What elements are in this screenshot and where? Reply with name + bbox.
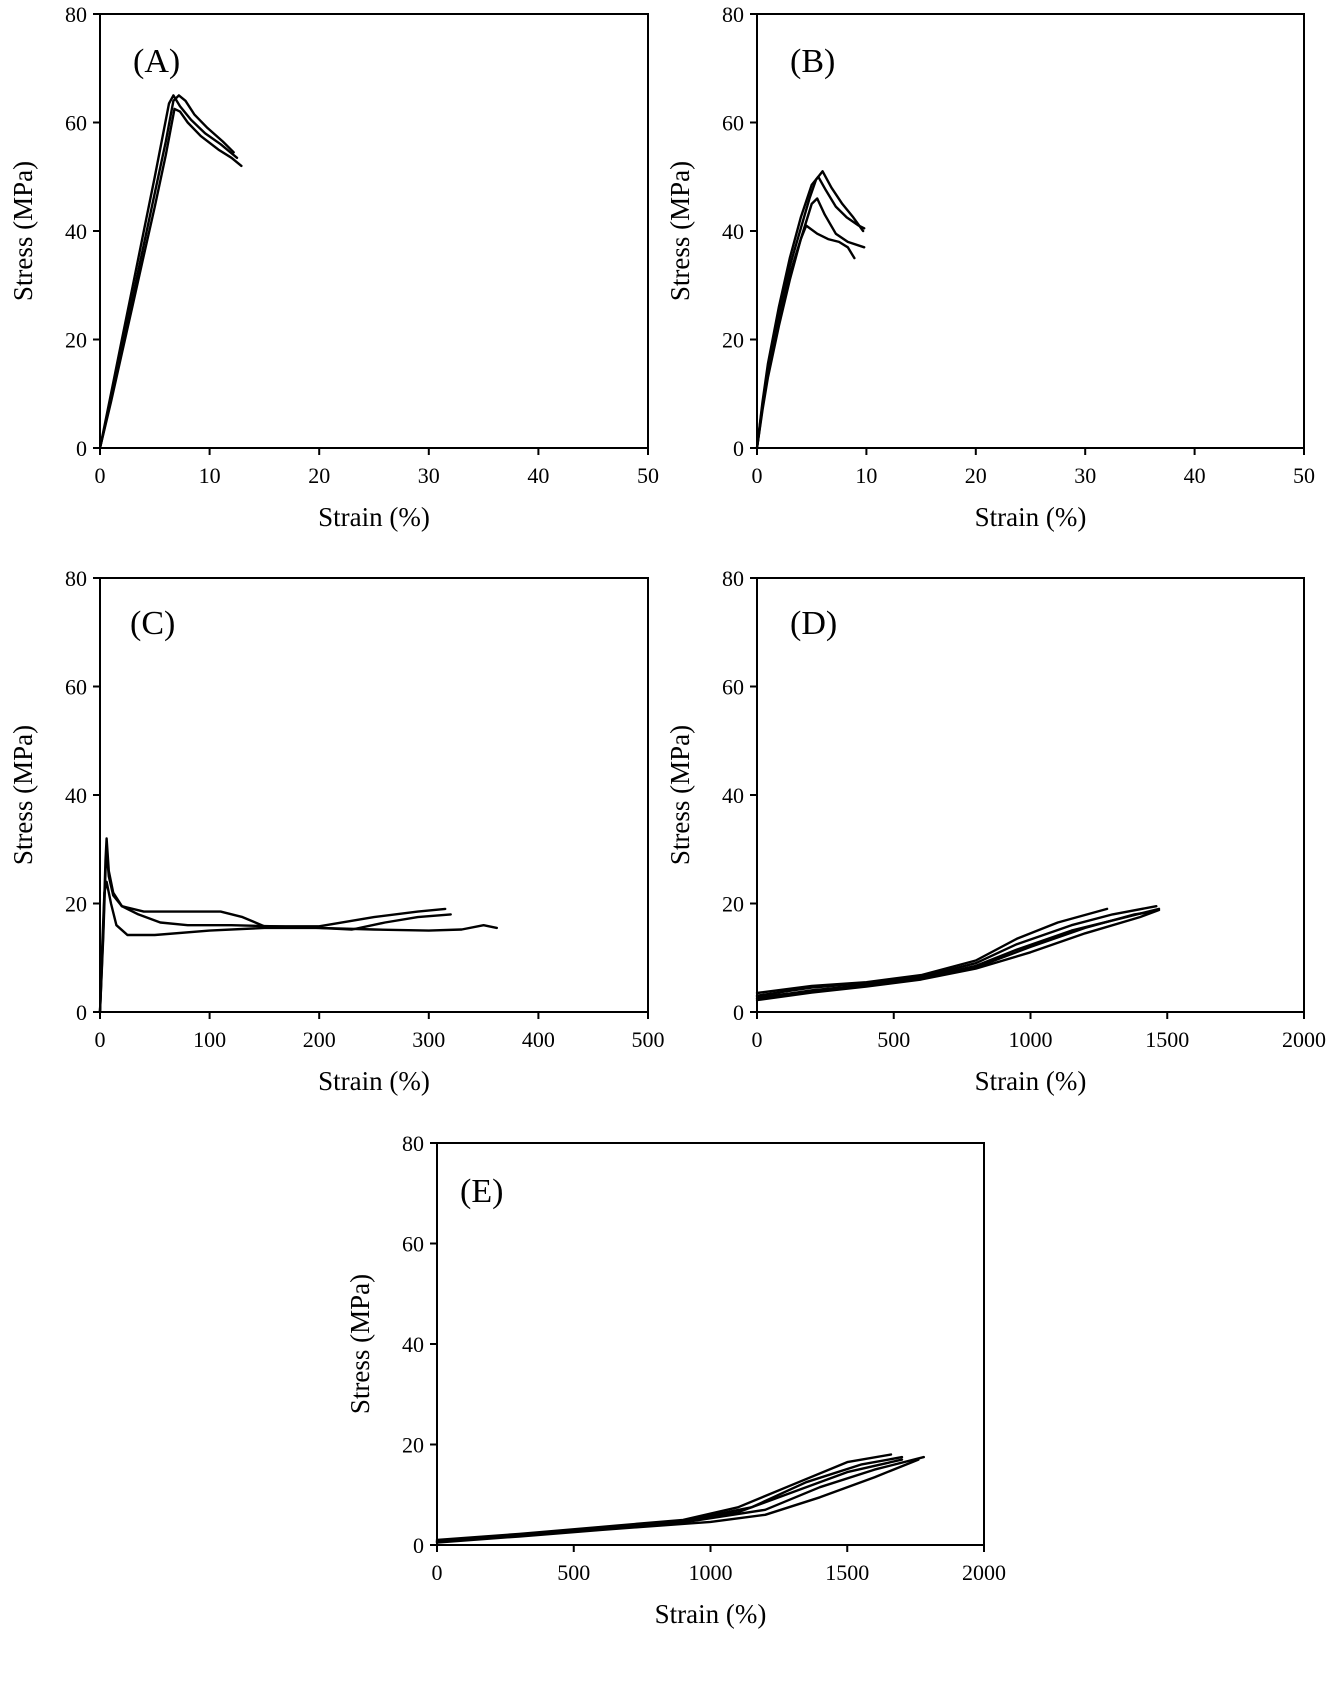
y-tick-label: 40 (65, 219, 87, 244)
series-1-line (755, 907, 1109, 995)
x-tick-label: 0 (95, 1027, 106, 1052)
x-tick-label: 30 (418, 463, 440, 488)
y-tick-label: 20 (722, 892, 744, 917)
series-2-line (98, 94, 239, 450)
series-2-line (755, 905, 1158, 997)
x-axis-title: Strain (%) (975, 1066, 1087, 1096)
series-3-line (98, 107, 243, 450)
x-tick-label: 0 (752, 1027, 763, 1052)
x-tick-label: 0 (752, 463, 763, 488)
x-tick-label: 2000 (962, 1560, 1006, 1585)
x-tick-label: 1000 (1009, 1027, 1053, 1052)
y-tick-label: 40 (402, 1332, 424, 1357)
y-tick-label: 20 (65, 328, 87, 353)
y-tick-label: 80 (722, 2, 744, 27)
y-axis-title: Stress (MPa) (8, 725, 38, 865)
x-tick-label: 400 (522, 1027, 555, 1052)
y-tick-label: 60 (722, 675, 744, 700)
y-tick-label: 0 (733, 436, 744, 461)
x-tick-label: 500 (877, 1027, 910, 1052)
y-tick-label: 40 (722, 783, 744, 808)
y-axis-title: Stress (MPa) (345, 1274, 375, 1414)
y-axis-title: Stress (MPa) (665, 161, 695, 301)
x-axis-title: Strain (%) (318, 502, 430, 532)
y-tick-label: 80 (65, 566, 87, 591)
x-axis-title: Strain (%) (975, 502, 1087, 532)
series-3-line (755, 197, 866, 450)
x-tick-label: 500 (557, 1560, 590, 1585)
panel-label: (E) (460, 1173, 503, 1210)
x-tick-label: 1000 (689, 1560, 733, 1585)
panel-a: 0 10 20 30 40 50 0 20 40 60 80 Strain (%) Stress (MP… (8, 2, 659, 532)
panel-b: 0 10 20 30 40 50 0 20 40 60 80 Strain (%) Stress (MP… (665, 2, 1315, 532)
series-3-line (435, 1458, 904, 1543)
x-tick-label: 1500 (825, 1560, 869, 1585)
y-tick-label: 80 (402, 1131, 424, 1156)
x-tick-label: 2000 (1282, 1027, 1326, 1052)
x-tick-label: 10 (199, 463, 221, 488)
x-tick-label: 50 (637, 463, 659, 488)
panel-label: (A) (133, 43, 180, 80)
x-axis-title: Strain (%) (655, 1599, 767, 1629)
series-1-line (98, 94, 235, 450)
plot-frame (99, 577, 649, 1013)
x-tick-label: 200 (303, 1027, 336, 1052)
series-2-line (755, 175, 866, 450)
series-4-line (755, 224, 856, 450)
series-5-line (755, 908, 1161, 1002)
x-axis-title: Strain (%) (318, 1066, 430, 1096)
x-tick-label: 10 (855, 463, 877, 488)
panel-label: (B) (790, 43, 835, 80)
x-tick-label: 100 (193, 1027, 226, 1052)
plot-frame (756, 13, 1305, 449)
y-tick-label: 0 (76, 1000, 87, 1025)
y-axis-title: Stress (MPa) (665, 725, 695, 865)
plot-frame (99, 13, 649, 449)
x-tick-label: 30 (1074, 463, 1096, 488)
y-tick-label: 60 (722, 111, 744, 136)
x-tick-label: 0 (95, 463, 106, 488)
x-tick-label: 20 (965, 463, 987, 488)
series-2-line (98, 848, 452, 1014)
y-tick-label: 20 (722, 328, 744, 353)
panel-c: 0 100 200 300 400 500 0 20 40 60 80 Strain (%) Stres… (8, 566, 665, 1096)
y-tick-label: 60 (402, 1232, 424, 1257)
x-tick-label: 20 (308, 463, 330, 488)
y-tick-label: 40 (65, 783, 87, 808)
y-tick-label: 0 (733, 1000, 744, 1025)
x-tick-label: 40 (1184, 463, 1206, 488)
series-4-line (755, 910, 1155, 998)
x-tick-label: 40 (527, 463, 549, 488)
y-tick-label: 20 (402, 1433, 424, 1458)
y-tick-label: 20 (65, 892, 87, 917)
y-tick-label: 0 (413, 1533, 424, 1558)
panel-label: (C) (130, 605, 175, 642)
series-4-line (435, 1455, 925, 1544)
series-2-line (435, 1455, 904, 1543)
panel-label: (D) (790, 605, 837, 642)
x-tick-label: 50 (1293, 463, 1315, 488)
y-tick-label: 60 (65, 111, 87, 136)
x-tick-label: 300 (412, 1027, 445, 1052)
x-tick-label: 500 (632, 1027, 665, 1052)
y-tick-label: 40 (722, 219, 744, 244)
y-tick-label: 80 (722, 566, 744, 591)
series-3-line (98, 880, 498, 1014)
panel-e: 0 500 1000 1500 2000 0 20 40 60 80 Strain (%) Stres… (345, 1131, 1006, 1629)
x-tick-label: 0 (432, 1560, 443, 1585)
x-tick-label: 1500 (1145, 1027, 1189, 1052)
series-5-line (435, 1458, 920, 1544)
plot-frame (436, 1142, 985, 1546)
y-axis-title: Stress (MPa) (8, 161, 38, 301)
y-tick-label: 0 (76, 436, 87, 461)
y-tick-label: 60 (65, 675, 87, 700)
panel-d: 0 500 1000 1500 2000 0 20 40 60 80 Strain (%) Stres… (665, 566, 1326, 1096)
y-tick-label: 80 (65, 2, 87, 27)
